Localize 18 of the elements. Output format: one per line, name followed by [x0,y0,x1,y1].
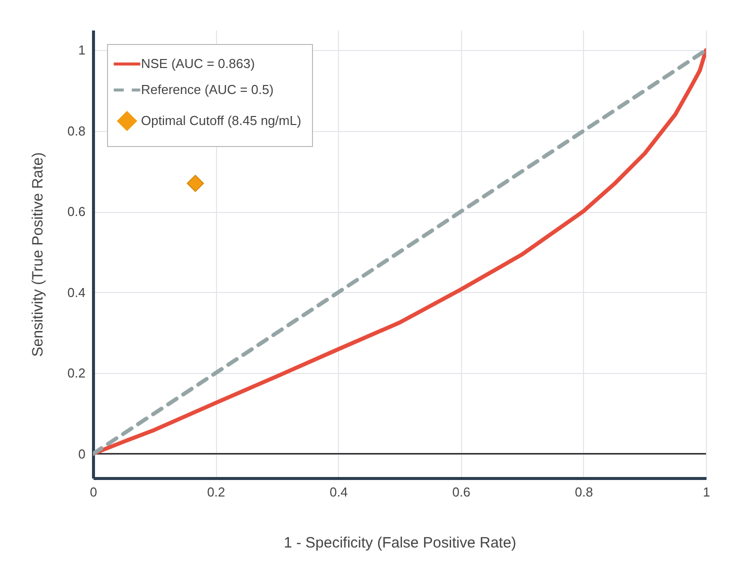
legend-label: Optimal Cutoff (8.45 ng/mL) [141,113,302,128]
y-tick-label: 0.6 [67,204,86,220]
y-tick-label: 0 [78,446,86,462]
legend-label: Reference (AUC = 0.5) [141,82,274,97]
line-series [93,48,706,456]
x-tick-label: 0 [90,484,98,500]
x-tick-label: 0.4 [330,484,348,500]
y-axis-title: Sensitivity (True Positive Rate) [29,152,46,357]
x-tick-label: 0.8 [574,484,593,500]
y-tick-label: 0.4 [67,284,86,300]
y-tick-label: 0.8 [67,123,86,138]
x-tick-label: 0.2 [207,484,226,500]
x-tick-label: 1 [702,484,710,500]
y-tick-label: 0.2 [67,366,86,381]
y-tick-label: 1 [78,42,86,58]
legend-label: NSE (AUC = 0.863) [141,56,255,71]
x-axis-title: 1 - Specificity (False Positive Rate) [284,534,516,552]
x-tick-label: 0.6 [452,484,470,500]
